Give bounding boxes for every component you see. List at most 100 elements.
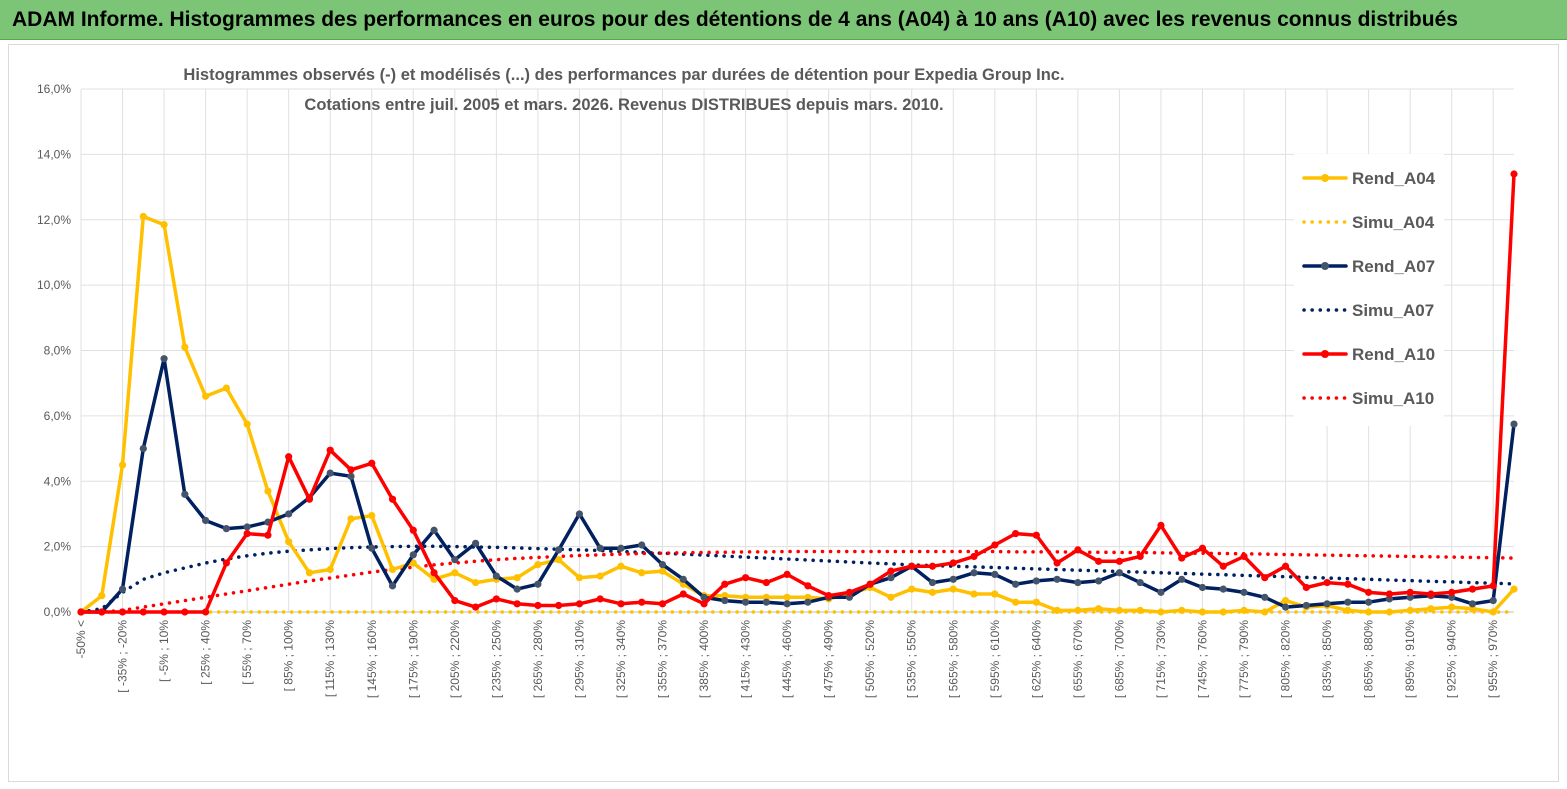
x-tick-label: [ 25% ; 40%: [199, 620, 213, 685]
data-point: [181, 490, 189, 498]
data-point: [555, 556, 563, 564]
data-point: [970, 552, 978, 561]
data-point: [575, 510, 584, 518]
legend: Rend_A04 Simu_A04 Rend_A07 Simu_A07 Rend_A10…: [1294, 154, 1444, 426]
data-point: [1157, 521, 1165, 529]
data-point: [1510, 585, 1518, 593]
data-point: [513, 574, 521, 582]
data-point: [202, 608, 210, 616]
data-point: [430, 569, 438, 577]
data-point: [305, 569, 314, 577]
data-point: [845, 588, 854, 596]
data-point: [1240, 606, 1248, 614]
data-point: [264, 487, 272, 495]
y-tick-label: 12,0%: [37, 213, 71, 227]
data-point: [1178, 606, 1186, 614]
x-tick-label: [ 595% ; 610%: [988, 620, 1002, 698]
data-point: [1365, 608, 1373, 616]
data-point: [555, 601, 563, 610]
x-tick-label: [ 775% ; 790%: [1237, 620, 1251, 698]
data-point: [451, 596, 459, 605]
data-point: [98, 592, 106, 600]
data-point: [139, 608, 147, 616]
data-point: [1344, 598, 1352, 606]
data-point: [492, 595, 500, 603]
data-point: [721, 580, 729, 588]
series-line: [79, 172, 1516, 614]
series-simu-a07: [79, 544, 1516, 614]
data-point: [1510, 170, 1518, 178]
data-point: [513, 600, 521, 608]
legend-marker: [1321, 350, 1329, 358]
data-point: [471, 539, 480, 547]
x-tick-label: [ 715% ; 730%: [1154, 620, 1168, 698]
data-point: [783, 600, 791, 608]
data-point: [1136, 578, 1144, 587]
series-line: [79, 549, 1516, 614]
data-point: [887, 593, 895, 601]
data-point: [555, 546, 563, 554]
data-point: [1468, 585, 1477, 593]
legend-label: Simu_A07: [1352, 301, 1434, 320]
legend-background: [1294, 154, 1444, 426]
data-point: [596, 595, 604, 603]
x-tick-label: [ 415% ; 430%: [739, 620, 753, 698]
data-point: [118, 585, 127, 593]
data-point: [949, 559, 957, 567]
data-point: [1468, 600, 1477, 608]
data-point: [1157, 608, 1165, 616]
y-tick-label: 16,0%: [37, 82, 71, 96]
data-point: [326, 565, 334, 574]
x-tick-label: [ 85% ; 100%: [282, 620, 296, 692]
x-axis-ticks: -50% < [ -35% ; -20% [ -5% ; 10% [ 25% ; 40…: [74, 620, 1500, 698]
data-point: [430, 526, 438, 534]
data-point: [575, 574, 584, 582]
data-point: [1489, 582, 1497, 590]
x-tick-label: [ 115% ; 130%: [323, 620, 337, 697]
data-point: [658, 567, 667, 575]
series-line: [79, 544, 1516, 614]
y-axis-ticks: 0,0% 2,0% 4,0% 6,0% 8,0% 10,0% 12,0% 14,0% 16,0%: [37, 82, 71, 619]
x-tick-label: [ 325% ; 340%: [614, 620, 628, 698]
data-point: [1240, 552, 1248, 561]
data-point: [804, 582, 812, 590]
data-point: [928, 588, 937, 596]
chart-title-block: Histogrammes observés (-) et modélisés (…: [183, 66, 1064, 114]
data-point: [638, 541, 646, 549]
x-tick-label: [ -35% ; -20%: [116, 620, 130, 693]
data-point: [388, 565, 397, 574]
y-tick-label: 10,0%: [37, 278, 71, 292]
chart-frame: 0,0% 2,0% 4,0% 6,0% 8,0% 10,0% 12,0% 14,0% 16,0%…: [8, 44, 1559, 782]
data-point: [638, 569, 646, 577]
data-point: [451, 569, 459, 577]
data-point: [1448, 603, 1456, 611]
x-tick-label: [ 625% ; 640%: [1029, 620, 1043, 698]
data-point: [1385, 608, 1393, 616]
data-point: [492, 572, 500, 580]
data-point: [887, 574, 895, 582]
x-tick-label: [ 355% ; 370%: [656, 620, 670, 698]
legend-label: Simu_A10: [1352, 389, 1434, 408]
series-simu-a10: [79, 549, 1516, 614]
legend-item: Simu_A07: [1302, 301, 1434, 320]
data-point: [347, 515, 355, 523]
x-tick-label: [ 475% ; 490%: [822, 620, 836, 698]
data-point: [1344, 580, 1352, 588]
legend-item: Simu_A04: [1302, 213, 1435, 232]
data-point: [471, 578, 480, 587]
data-point: [1365, 598, 1373, 606]
data-point: [617, 600, 625, 608]
data-point: [1448, 588, 1456, 596]
data-point: [783, 593, 791, 601]
x-tick-label: [ 895% ; 910%: [1403, 620, 1417, 698]
data-point: [658, 561, 667, 569]
data-point: [181, 608, 189, 616]
x-tick-label: [ 265% ; 280%: [531, 620, 545, 698]
data-point: [368, 459, 376, 467]
data-point: [368, 544, 376, 552]
legend-label: Rend_A04: [1352, 169, 1436, 188]
data-point: [700, 593, 708, 601]
data-point: [160, 355, 168, 363]
legend-label: Simu_A04: [1352, 213, 1435, 232]
x-tick-label: [ 385% ; 400%: [697, 620, 711, 698]
